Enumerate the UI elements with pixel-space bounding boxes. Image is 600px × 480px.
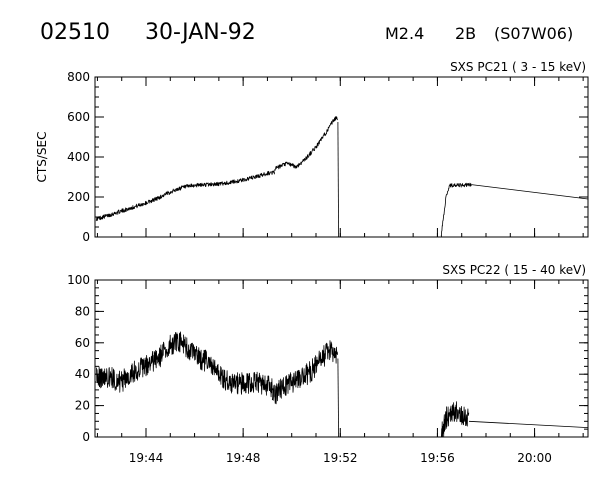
y-tick-label: 80 <box>75 304 90 318</box>
y-tick-label: 0 <box>82 230 90 244</box>
series-line <box>468 420 589 428</box>
flare-location: (S07W06) <box>494 24 573 43</box>
flare-class: M2.4 <box>385 24 424 43</box>
x-tick-label: 20:00 <box>517 451 552 465</box>
series-line <box>337 358 339 438</box>
series-line <box>274 116 338 171</box>
event-id: 02510 <box>40 20 110 45</box>
event-date: 30-JAN-92 <box>145 20 256 45</box>
plot-frame <box>94 279 589 438</box>
panel-pc22: SXS PC22 ( 15 - 40 keV) 0 20 40 60 80 100 19:44… <box>67 263 589 465</box>
panel-title: SXS PC22 ( 15 - 40 keV) <box>442 263 586 277</box>
y-tick-label: 800 <box>67 70 90 84</box>
y-tick-label: 600 <box>67 110 90 124</box>
y-tick-label: 60 <box>75 336 90 350</box>
y-tick-label: 0 <box>82 430 90 444</box>
y-tick-label: 40 <box>75 367 90 381</box>
y-tick-label: 400 <box>67 150 90 164</box>
x-tick-label: 19:44 <box>129 451 164 465</box>
x-tick-label: 19:52 <box>323 451 358 465</box>
x-tick-label: 19:56 <box>420 451 455 465</box>
y-tick-label: 20 <box>75 399 90 413</box>
series-line <box>271 340 338 405</box>
series-line <box>440 182 472 237</box>
optical-class: 2B <box>455 24 476 43</box>
panel-pc21: SXS PC21 ( 3 - 15 keV) CTS/SEC 0 200 400 600 8… <box>35 60 589 244</box>
y-tick-label: 100 <box>67 273 90 287</box>
y-axis-label: CTS/SEC <box>35 132 49 183</box>
series-line <box>337 121 339 238</box>
series-line <box>471 184 589 200</box>
y-tick-label: 200 <box>67 190 90 204</box>
panel-title: SXS PC21 ( 3 - 15 keV) <box>450 60 586 74</box>
x-tick-label: 19:48 <box>226 451 261 465</box>
series-line <box>440 401 470 438</box>
plot-frame <box>94 76 589 238</box>
series-line <box>95 331 273 398</box>
series-line <box>95 170 275 222</box>
